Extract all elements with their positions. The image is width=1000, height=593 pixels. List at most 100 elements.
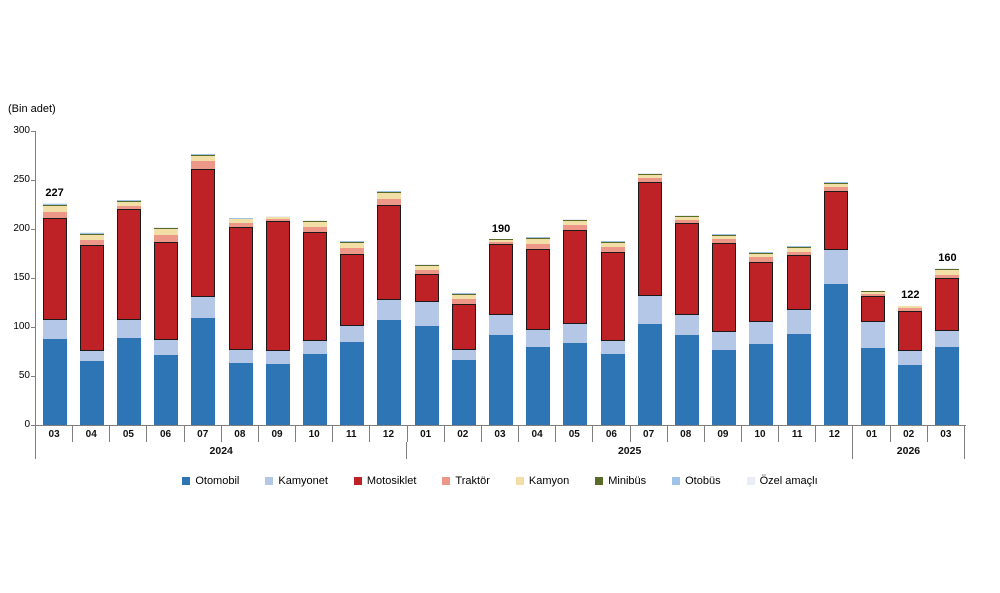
bar-slot: 160	[929, 131, 966, 425]
x-month-label: 10	[296, 426, 334, 442]
x-month-label: 07	[631, 426, 668, 442]
segment-motosiklet	[451, 303, 476, 350]
stacked-bar	[712, 233, 737, 425]
legend-label: Kamyonet	[278, 475, 328, 487]
segment-kamyonet	[861, 322, 886, 348]
y-tick-mark	[31, 180, 35, 181]
segment-minibus	[749, 252, 774, 254]
segment-otomobil	[563, 342, 588, 425]
bar-slot	[557, 131, 594, 425]
y-axis-units-label: (Bin adet)	[8, 103, 56, 115]
bar-slot: 122	[892, 131, 929, 425]
segment-minibus	[377, 191, 402, 193]
bar-value-label: 227	[45, 186, 64, 199]
segment-kamyonet	[489, 315, 514, 335]
segment-kamyon	[637, 175, 662, 179]
segment-minibus	[303, 221, 328, 223]
segment-otomobil	[935, 346, 960, 425]
segment-otomobil	[675, 334, 700, 425]
x-month-label: 10	[742, 426, 780, 442]
segment-kamyonet	[377, 299, 402, 321]
x-month-label: 02	[891, 426, 928, 442]
segment-motosiklet	[823, 190, 848, 250]
segment-traktor	[749, 257, 774, 263]
segment-minibus	[935, 269, 960, 271]
bar-slot: 190	[482, 131, 519, 425]
segment-otobus	[42, 203, 67, 205]
segment-motosiklet	[489, 243, 514, 316]
segment-kamyon	[117, 201, 141, 206]
stacked-bar	[489, 238, 514, 425]
segment-minibus	[414, 265, 439, 267]
stacked-bar	[600, 240, 625, 425]
segment-motosiklet	[117, 209, 141, 321]
segment-traktor	[526, 243, 551, 249]
segment-kamyon	[935, 270, 960, 276]
segment-minibus	[637, 174, 662, 176]
bar-slot	[222, 131, 259, 425]
segment-kamyonet	[79, 350, 104, 362]
legend-label: Motosiklet	[366, 475, 417, 487]
legend-item: Minibüs	[595, 475, 646, 487]
segment-kamyonet	[451, 349, 476, 361]
segment-traktor	[117, 205, 141, 210]
x-axis-month-row: 03 04 05 06 07 08 09 10 11 12 01 02 03 04 05 06 07 08 09 10…	[35, 426, 965, 442]
bar-slot	[445, 131, 482, 425]
segment-traktor	[228, 223, 253, 228]
segment-traktor	[675, 220, 700, 224]
segment-otomobil	[303, 354, 328, 425]
x-month-label: 06	[593, 426, 631, 442]
segment-traktor	[861, 293, 886, 296]
segment-traktor	[265, 219, 290, 222]
segment-traktor	[191, 161, 216, 170]
bar-slot	[185, 131, 222, 425]
segment-motosiklet	[935, 278, 960, 331]
segment-otobus	[935, 268, 960, 270]
x-month-label: 12	[370, 426, 408, 442]
segment-traktor	[712, 238, 737, 243]
bar-slot	[110, 131, 147, 425]
segment-kamyon	[712, 235, 737, 239]
segment-otomobil	[42, 338, 67, 425]
segment-traktor	[303, 227, 328, 232]
segment-kamyon	[228, 219, 253, 224]
stacked-bar	[935, 268, 960, 425]
legend-marker-icon	[515, 477, 524, 485]
x-month-label: 09	[705, 426, 742, 442]
segment-otomobil	[228, 363, 253, 425]
segment-motosiklet	[265, 221, 290, 351]
segment-traktor	[42, 212, 67, 219]
segment-motosiklet	[154, 241, 179, 340]
x-month-label: 02	[445, 426, 482, 442]
segment-motosiklet	[563, 230, 588, 325]
stacked-bar	[637, 173, 662, 425]
segment-traktor	[898, 308, 923, 312]
legend-label: Otomobil	[195, 475, 240, 487]
segment-kamyon	[265, 217, 290, 220]
segment-kamyon	[377, 192, 402, 199]
stacked-bar	[823, 182, 848, 425]
segment-kamyon	[42, 205, 67, 213]
segment-kamyonet	[712, 331, 737, 350]
x-month-label: 12	[816, 426, 854, 442]
segment-motosiklet	[898, 311, 923, 351]
legend-marker-icon	[672, 477, 681, 485]
bar-value-label: 122	[901, 289, 920, 302]
bar-slot	[706, 131, 743, 425]
legend-marker-icon	[353, 477, 362, 485]
segment-otomobil	[749, 343, 774, 425]
x-month-label: 04	[73, 426, 111, 442]
segment-otobus	[823, 182, 848, 183]
segment-otomobil	[637, 324, 662, 425]
bar-value-label: 190	[491, 222, 511, 235]
segment-kamyonet	[42, 320, 67, 339]
x-month-label: 04	[519, 426, 557, 442]
y-tick-label: 0	[24, 419, 30, 430]
bar-slot	[296, 131, 333, 425]
segment-traktor	[79, 239, 104, 245]
legend-item: Kamyon	[515, 475, 569, 487]
segment-motosiklet	[749, 262, 774, 323]
segment-kamyon	[451, 294, 476, 299]
plot-area: 227 190 122 160	[35, 131, 966, 426]
legend-label: Otobüs	[685, 475, 721, 487]
